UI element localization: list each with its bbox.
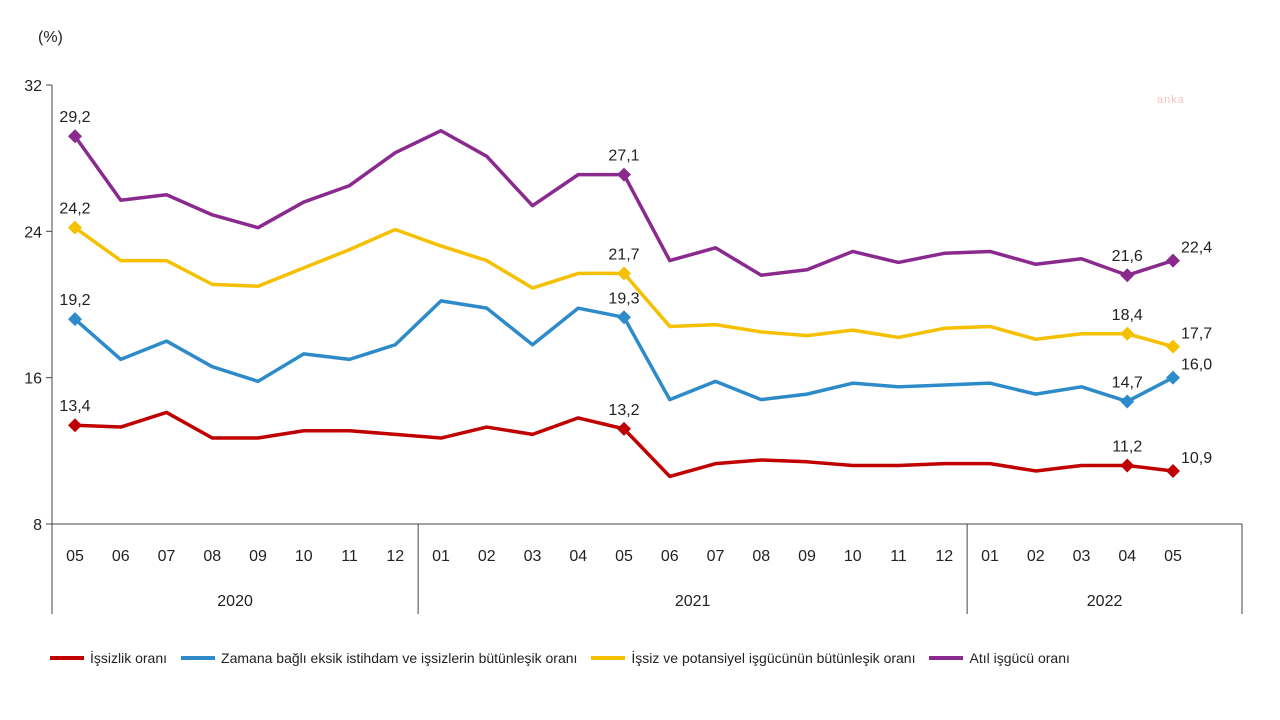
x-tick-label: 04 <box>1118 548 1136 565</box>
data-label: 16,0 <box>1181 357 1212 374</box>
legend-swatch <box>929 656 964 660</box>
x-tick-label: 01 <box>981 548 999 565</box>
legend-swatch <box>181 656 216 660</box>
data-label: 29,2 <box>59 109 90 126</box>
data-label: 13,2 <box>608 402 639 419</box>
x-tick-label: 02 <box>478 548 496 565</box>
data-label: 19,2 <box>59 292 90 309</box>
x-tick-label: 02 <box>1027 548 1045 565</box>
y-tick-label: 24 <box>24 224 42 241</box>
data-label: 22,4 <box>1181 240 1212 257</box>
legend-item: İşsizlik oranı <box>50 650 167 666</box>
x-tick-label: 06 <box>661 548 679 565</box>
x-tick-label: 08 <box>203 548 221 565</box>
data-point-marker <box>68 129 82 144</box>
data-point-marker <box>68 312 82 327</box>
series-layer <box>68 128 1180 479</box>
x-tick-label: 11 <box>890 548 907 565</box>
legend: İşsizlik oranı Zamana bağlı eksik istihda… <box>50 650 1270 666</box>
x-tick-label: 07 <box>707 548 725 565</box>
x-tick-label: 04 <box>569 548 587 565</box>
data-label: 10,9 <box>1181 450 1212 467</box>
x-tick-label: 09 <box>798 548 816 565</box>
data-label: 27,1 <box>608 148 639 165</box>
data-point-marker <box>1166 463 1180 478</box>
data-point-marker <box>617 421 631 436</box>
data-point-marker <box>1120 394 1135 409</box>
data-point-marker <box>1120 326 1135 341</box>
y-tick-label: 16 <box>24 371 42 388</box>
year-label: 2022 <box>1087 593 1123 610</box>
x-tick-label: 05 <box>66 548 84 565</box>
legend-swatch <box>591 656 626 660</box>
x-tick-label: 09 <box>249 548 267 565</box>
x-tick-label: 07 <box>158 548 176 565</box>
data-labels: 13,4 13,2 11,2 10,9 19,2 19,3 14,7 16,0 24,2 21,7… <box>59 109 1212 467</box>
x-tick-label: 03 <box>524 548 542 565</box>
data-point-marker <box>1166 339 1180 354</box>
data-point-marker <box>617 310 631 325</box>
data-point-marker <box>1166 370 1180 385</box>
year-label: 2021 <box>675 593 711 610</box>
legend-item: Zamana bağlı eksik istihdam ve işsizleri… <box>181 650 577 666</box>
data-point-marker <box>68 220 82 235</box>
legend-label: Zamana bağlı eksik istihdam ve işsizleri… <box>221 650 578 666</box>
data-point-marker <box>1120 458 1135 473</box>
x-tick-label: 12 <box>386 548 404 565</box>
y-tick-label: 32 <box>24 78 42 95</box>
data-label: 13,4 <box>59 398 90 415</box>
data-point-marker <box>1120 268 1135 283</box>
data-label: 21,6 <box>1112 248 1143 265</box>
data-point-marker <box>617 167 631 182</box>
x-tick-label: 10 <box>844 548 862 565</box>
x-tick-label: 12 <box>935 548 953 565</box>
x-tick-label: 05 <box>615 548 633 565</box>
legend-item: Atıl işgücü oranı <box>929 650 1070 666</box>
x-tick-label: 01 <box>432 548 450 565</box>
legend-swatch <box>50 656 84 660</box>
data-label: 17,7 <box>1181 326 1212 343</box>
data-label: 14,7 <box>1112 374 1143 391</box>
data-label: 18,4 <box>1112 307 1143 324</box>
x-tick-label: 10 <box>295 548 313 565</box>
data-point-marker <box>68 418 82 433</box>
legend-label: Atıl işgücü oranı <box>969 650 1070 666</box>
data-label: 21,7 <box>608 246 639 263</box>
x-tick-label: 11 <box>341 548 358 565</box>
x-tick-label: 08 <box>752 548 770 565</box>
legend-label: İşsiz ve potansiyel işgücünün bütünleşik… <box>631 650 916 666</box>
legend-label: İşsizlik oranı <box>90 650 168 666</box>
data-label: 24,2 <box>59 201 90 218</box>
x-tick-label: 03 <box>1073 548 1091 565</box>
axes: 8 16 24 32 (%) 05 06 07 08 09 10 11 12 01 02 03 04 05 06 07… <box>24 29 1243 614</box>
x-tick-label: 06 <box>112 548 130 565</box>
year-label: 2020 <box>217 593 253 610</box>
x-tick-label: 05 <box>1164 548 1182 565</box>
legend-item: İşsiz ve potansiyel işgücünün bütünleşik… <box>591 650 915 666</box>
data-label: 19,3 <box>608 290 639 307</box>
y-axis-unit-label: (%) <box>38 29 63 46</box>
data-label: 11,2 <box>1112 438 1142 455</box>
watermark-text: anka <box>1157 94 1185 106</box>
data-point-marker <box>1166 253 1180 268</box>
data-point-marker <box>617 266 631 281</box>
y-tick-label: 8 <box>33 517 42 534</box>
